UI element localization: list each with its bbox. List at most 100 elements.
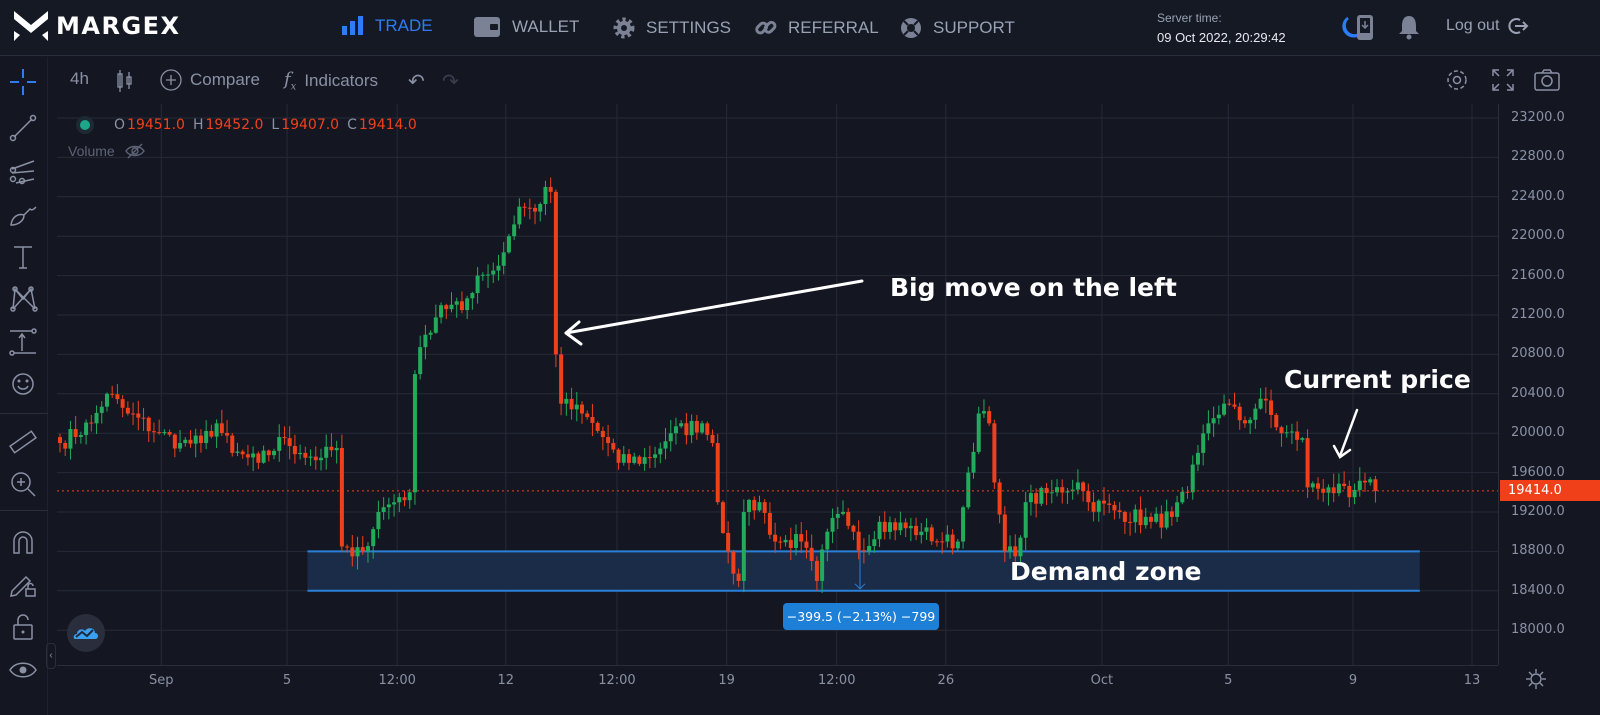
- time-axis[interactable]: Sep 5 12:00 12 12:00 19 12:00 26 Oct 5 9 13: [57, 665, 1498, 715]
- candle-body: [486, 274, 491, 276]
- low-value: 19407.0: [281, 117, 340, 133]
- candle-body: [407, 492, 412, 501]
- emoji-icon[interactable]: [8, 369, 38, 399]
- candle-body: [272, 450, 277, 456]
- collapse-toolbar-button[interactable]: ‹: [46, 643, 56, 669]
- unlock-icon[interactable]: [8, 612, 38, 642]
- candle-body: [720, 502, 725, 533]
- fullscreen-icon[interactable]: [1491, 68, 1515, 92]
- candle-body: [355, 547, 360, 557]
- lock-drawings-icon[interactable]: [8, 569, 38, 599]
- text-tool-icon[interactable]: [8, 242, 38, 272]
- candle-body: [157, 432, 162, 434]
- candle-body: [214, 423, 219, 437]
- settings-icon[interactable]: [1444, 67, 1470, 93]
- candle-body: [914, 525, 919, 536]
- price-tick: 23200.0: [1511, 110, 1565, 125]
- nav-wallet[interactable]: WALLET: [474, 16, 579, 38]
- price-tick: 21600.0: [1511, 267, 1565, 283]
- candle-body: [595, 422, 600, 431]
- logout-button[interactable]: Log out: [1446, 16, 1529, 36]
- candlestick-chart[interactable]: [57, 104, 1498, 665]
- magnet-icon[interactable]: [8, 527, 38, 557]
- candle-body: [204, 431, 209, 444]
- nav-referral[interactable]: REFERRAL: [754, 16, 879, 40]
- link-icon: [755, 20, 777, 35]
- candle-body: [908, 525, 913, 529]
- candle-body: [1060, 487, 1065, 493]
- candle-body: [950, 534, 955, 549]
- zoom-in-icon[interactable]: [8, 469, 38, 499]
- candle-body: [475, 275, 480, 294]
- compare-label: Compare: [190, 70, 260, 89]
- candle-body: [428, 332, 433, 335]
- candle-body: [491, 270, 496, 275]
- pitchfork-icon[interactable]: [8, 157, 38, 187]
- brand-logo[interactable]: MARGEX: [14, 11, 181, 41]
- candle-body: [183, 439, 188, 444]
- candle-body: [694, 420, 699, 433]
- cloud-logo-icon: [73, 628, 98, 639]
- nav-settings[interactable]: SETTINGS: [612, 16, 731, 40]
- candle-body: [266, 450, 271, 456]
- candle-body: [104, 393, 109, 407]
- candles-style-icon[interactable]: [116, 69, 134, 93]
- bell-icon[interactable]: [1398, 14, 1420, 40]
- candle-body: [125, 407, 130, 414]
- mobile-app-icon[interactable]: [1356, 14, 1374, 42]
- candle-body: [392, 502, 397, 505]
- time-tick: 12:00: [378, 673, 416, 688]
- candle-body: [282, 437, 287, 439]
- interval-button[interactable]: 4h: [70, 69, 89, 89]
- price-tick: 21200.0: [1511, 307, 1565, 322]
- candle-body: [1154, 513, 1159, 522]
- brush-icon[interactable]: [8, 199, 38, 229]
- candle-body: [1368, 479, 1373, 483]
- camera-icon[interactable]: [1534, 68, 1560, 92]
- toolbar-divider: [0, 413, 48, 414]
- candle-body: [574, 404, 579, 410]
- ruler-icon[interactable]: [8, 427, 38, 457]
- candle-body: [642, 457, 647, 464]
- price-chart[interactable]: [57, 104, 1498, 665]
- candle-body: [741, 512, 746, 581]
- trend-line-icon[interactable]: [8, 113, 38, 143]
- candle-body: [606, 437, 611, 444]
- candle-body: [423, 334, 428, 348]
- candle-body: [830, 517, 835, 532]
- candle-body: [1357, 480, 1362, 490]
- candle-body: [856, 531, 861, 551]
- price-axis[interactable]: 23200.0 22800.0 22400.0 22000.0 21600.0 21200…: [1498, 104, 1600, 665]
- axis-settings-icon[interactable]: [1525, 668, 1547, 690]
- indicators-button[interactable]: fx Indicators: [284, 69, 378, 93]
- open-value: 19451.0: [127, 117, 185, 133]
- candle-body: [402, 497, 407, 501]
- time-tick: 12:00: [818, 673, 856, 688]
- candle-body: [324, 446, 329, 458]
- redo-icon[interactable]: ↷: [442, 71, 459, 93]
- candle-body: [1269, 400, 1274, 415]
- eye-icon[interactable]: [8, 655, 38, 685]
- time-tick: 13: [1463, 673, 1481, 688]
- nav-support[interactable]: SUPPORT: [899, 16, 1015, 40]
- tradingview-logo[interactable]: [67, 614, 105, 652]
- candle-body: [99, 406, 104, 413]
- measure-tool-icon[interactable]: [8, 327, 38, 357]
- crosshair-icon[interactable]: [8, 67, 38, 97]
- candle-body: [663, 441, 668, 449]
- logout-label: Log out: [1446, 17, 1500, 34]
- candle-body: [684, 423, 689, 436]
- compare-button[interactable]: Compare: [160, 69, 260, 91]
- candle-body: [736, 573, 741, 581]
- pattern-icon[interactable]: [8, 284, 38, 314]
- candle-body: [1300, 438, 1305, 440]
- nav-trade[interactable]: TRADE: [341, 16, 433, 36]
- candle-body: [569, 398, 574, 410]
- candle-body: [496, 265, 501, 271]
- candle-body: [616, 449, 621, 463]
- server-time: Server time: 09 Oct 2022, 20:29:42: [1157, 9, 1286, 47]
- undo-icon[interactable]: ↶: [408, 71, 425, 93]
- eye-hidden-icon[interactable]: [124, 143, 145, 159]
- candle-body: [1342, 483, 1347, 487]
- candle-body: [439, 305, 444, 318]
